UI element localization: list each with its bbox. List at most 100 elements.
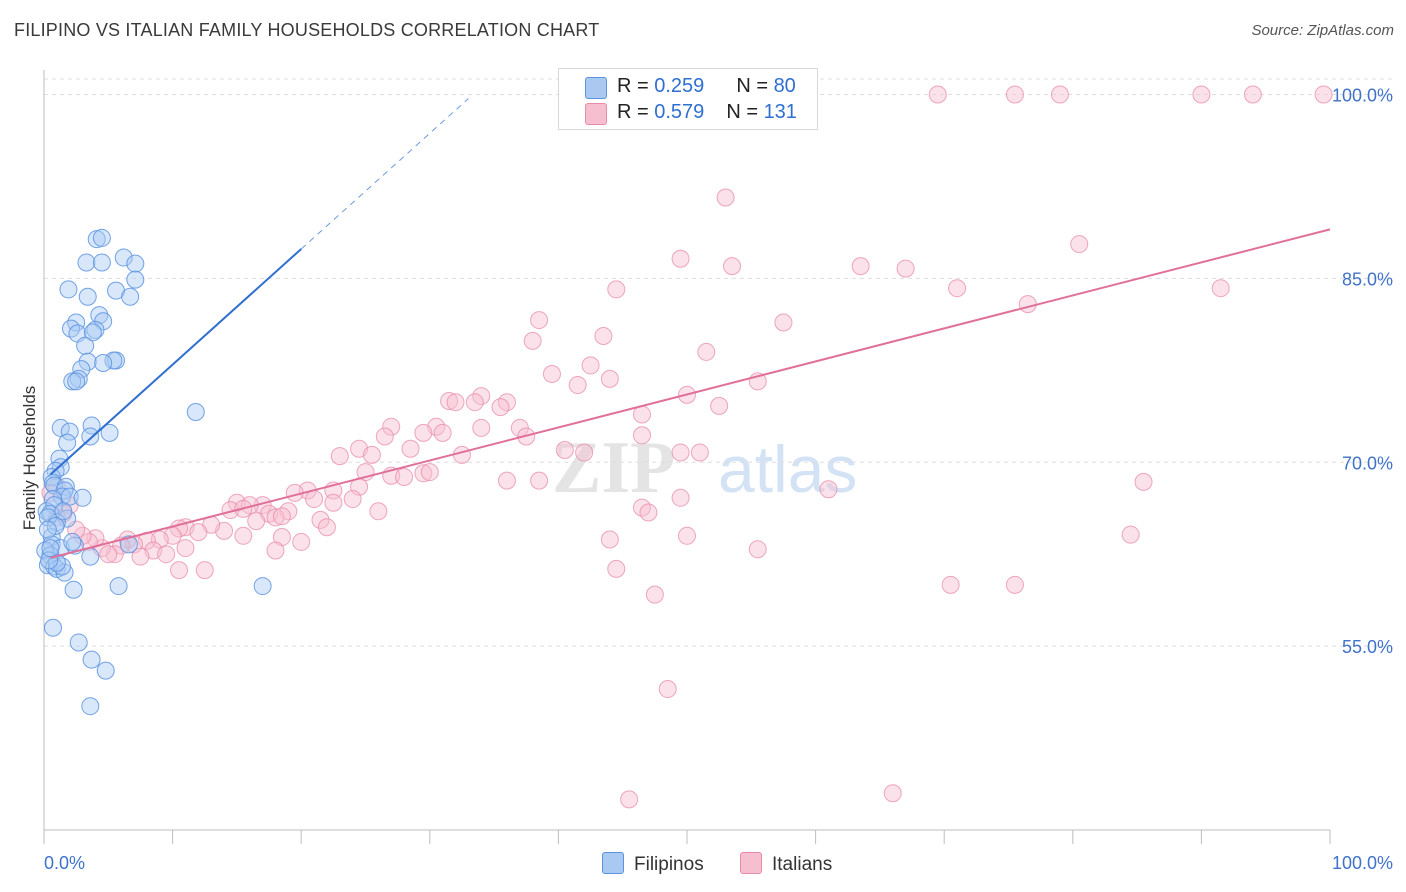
filipino-point <box>63 532 82 551</box>
italian-point <box>594 327 613 345</box>
bottom-legend-italians: Italians <box>740 852 832 878</box>
italian-point <box>639 503 658 522</box>
italian-point <box>452 445 471 464</box>
filipino-point <box>82 650 101 669</box>
italian-point <box>311 510 330 529</box>
italian-point <box>774 313 793 332</box>
italian-point <box>305 490 324 509</box>
filipino-point <box>78 352 97 371</box>
italian-point <box>600 530 619 549</box>
italians-swatch <box>585 103 607 125</box>
filipinos-legend-swatch <box>602 852 624 874</box>
italian-point <box>414 423 433 442</box>
italian-point <box>1121 525 1140 544</box>
correlation-legend: R = 0.259 N = 80 R = 0.579 N = 131 <box>558 68 818 130</box>
filipino-trendline-extension <box>300 98 469 250</box>
italian-point <box>330 447 349 466</box>
filipino-point <box>126 270 145 289</box>
italian-point <box>369 502 388 521</box>
italians-legend-label: Italians <box>772 854 833 875</box>
italian-point <box>414 464 433 483</box>
italian-point <box>896 259 915 278</box>
italian-point <box>1050 85 1069 104</box>
filipino-point <box>126 254 145 273</box>
filipino-point <box>58 433 77 452</box>
filipino-point <box>104 351 123 370</box>
italian-point <box>530 471 549 490</box>
italian-point <box>575 443 594 462</box>
italian-point <box>472 418 491 437</box>
watermark-zip: ZIP <box>552 427 675 509</box>
filipino-point <box>83 323 102 342</box>
italian-point <box>620 790 639 809</box>
italian-point <box>581 356 600 375</box>
italian-point <box>645 585 664 604</box>
italian-point <box>723 257 742 276</box>
italian-point <box>1005 575 1024 594</box>
italian-point <box>607 280 626 299</box>
filipino-point <box>54 502 73 521</box>
filipino-point <box>86 320 105 339</box>
italians-stats: R = 0.579 N = 131 <box>617 101 797 123</box>
italian-point <box>99 545 118 564</box>
filipino-trendline <box>49 248 302 476</box>
italian-point <box>1134 472 1153 491</box>
italian-point <box>928 85 947 104</box>
italian-point <box>710 396 729 415</box>
filipino-point <box>81 547 100 566</box>
chart-title: FILIPINO VS ITALIAN FAMILY HOUSEHOLDS CO… <box>14 20 600 40</box>
italians-legend-swatch <box>740 852 762 874</box>
filipino-point <box>114 248 133 267</box>
italian-point <box>157 545 176 564</box>
filipino-point <box>253 577 272 596</box>
watermark-atlas: atlas <box>718 432 857 506</box>
filipino-point <box>121 287 140 306</box>
filipino-point <box>76 336 95 355</box>
italian-point <box>446 393 465 412</box>
italian-point <box>131 547 150 566</box>
italian-point <box>883 784 902 803</box>
italian-point <box>382 417 401 436</box>
filipino-point <box>186 403 205 421</box>
filipino-point <box>64 580 83 599</box>
italian-point <box>247 512 266 531</box>
italian-point <box>176 539 195 558</box>
italian-point <box>272 507 291 526</box>
y-tick-label: 70.0% <box>1342 453 1393 473</box>
filipino-point <box>94 353 113 372</box>
italian-point <box>1314 85 1333 104</box>
italian-point <box>375 427 394 446</box>
italian-point <box>678 526 696 545</box>
filipinos-n-value: 80 <box>773 75 796 97</box>
y-axis-label: Family Households <box>20 386 39 531</box>
filipino-point <box>77 253 96 272</box>
italians-r-value: 0.579 <box>654 101 705 123</box>
filipino-point <box>60 422 79 441</box>
filipino-point <box>41 539 60 558</box>
italian-point <box>697 342 716 361</box>
italian-point <box>433 423 452 442</box>
filipinos-r-value: 0.259 <box>654 75 705 97</box>
italian-point <box>189 523 208 542</box>
italian-point <box>671 249 690 268</box>
italian-point <box>195 561 214 580</box>
italian-point <box>690 443 709 462</box>
italian-point <box>607 559 626 578</box>
italian-point <box>401 439 420 458</box>
italian-point <box>395 467 414 486</box>
italian-point <box>362 445 381 464</box>
italian-point <box>819 480 838 499</box>
italian-point <box>292 532 311 551</box>
italian-point <box>1192 85 1211 104</box>
italians-n-value: 131 <box>763 101 797 123</box>
italian-point <box>716 188 735 207</box>
italian-point <box>671 488 690 507</box>
y-tick-label: 55.0% <box>1342 637 1393 657</box>
italian-point <box>465 393 484 412</box>
filipino-point <box>100 423 119 442</box>
filipino-point <box>73 488 92 507</box>
italian-point <box>170 561 189 580</box>
italian-point <box>1070 235 1089 254</box>
filipino-point <box>69 633 88 652</box>
